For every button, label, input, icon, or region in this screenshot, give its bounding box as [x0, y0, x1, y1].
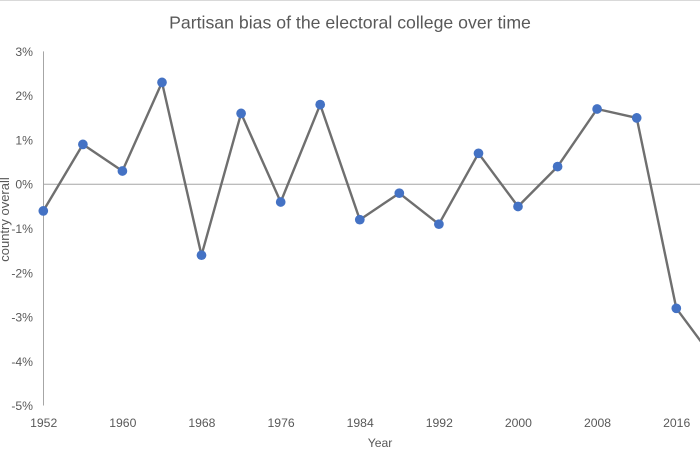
- svg-text:1968: 1968: [188, 416, 215, 430]
- svg-text:-3%: -3%: [11, 311, 33, 325]
- svg-text:country overall: country overall: [0, 177, 12, 262]
- svg-text:1952: 1952: [30, 416, 57, 430]
- svg-text:2000: 2000: [505, 416, 532, 430]
- svg-text:Partisan bias of the electoral: Partisan bias of the electoral college o…: [169, 13, 531, 33]
- svg-text:2008: 2008: [584, 416, 611, 430]
- svg-text:1960: 1960: [109, 416, 136, 430]
- svg-text:-1%: -1%: [11, 222, 33, 236]
- svg-text:1992: 1992: [426, 416, 453, 430]
- svg-text:Year: Year: [368, 436, 393, 450]
- svg-text:2016: 2016: [663, 416, 690, 430]
- svg-text:0%: 0%: [15, 178, 33, 192]
- svg-text:2%: 2%: [15, 89, 33, 103]
- svg-text:1976: 1976: [268, 416, 295, 430]
- svg-text:-4%: -4%: [11, 355, 33, 369]
- svg-text:-5%: -5%: [11, 399, 33, 413]
- svg-text:1984: 1984: [347, 416, 374, 430]
- svg-text:-2%: -2%: [11, 266, 33, 280]
- svg-text:3%: 3%: [15, 45, 33, 59]
- svg-text:1%: 1%: [15, 133, 33, 147]
